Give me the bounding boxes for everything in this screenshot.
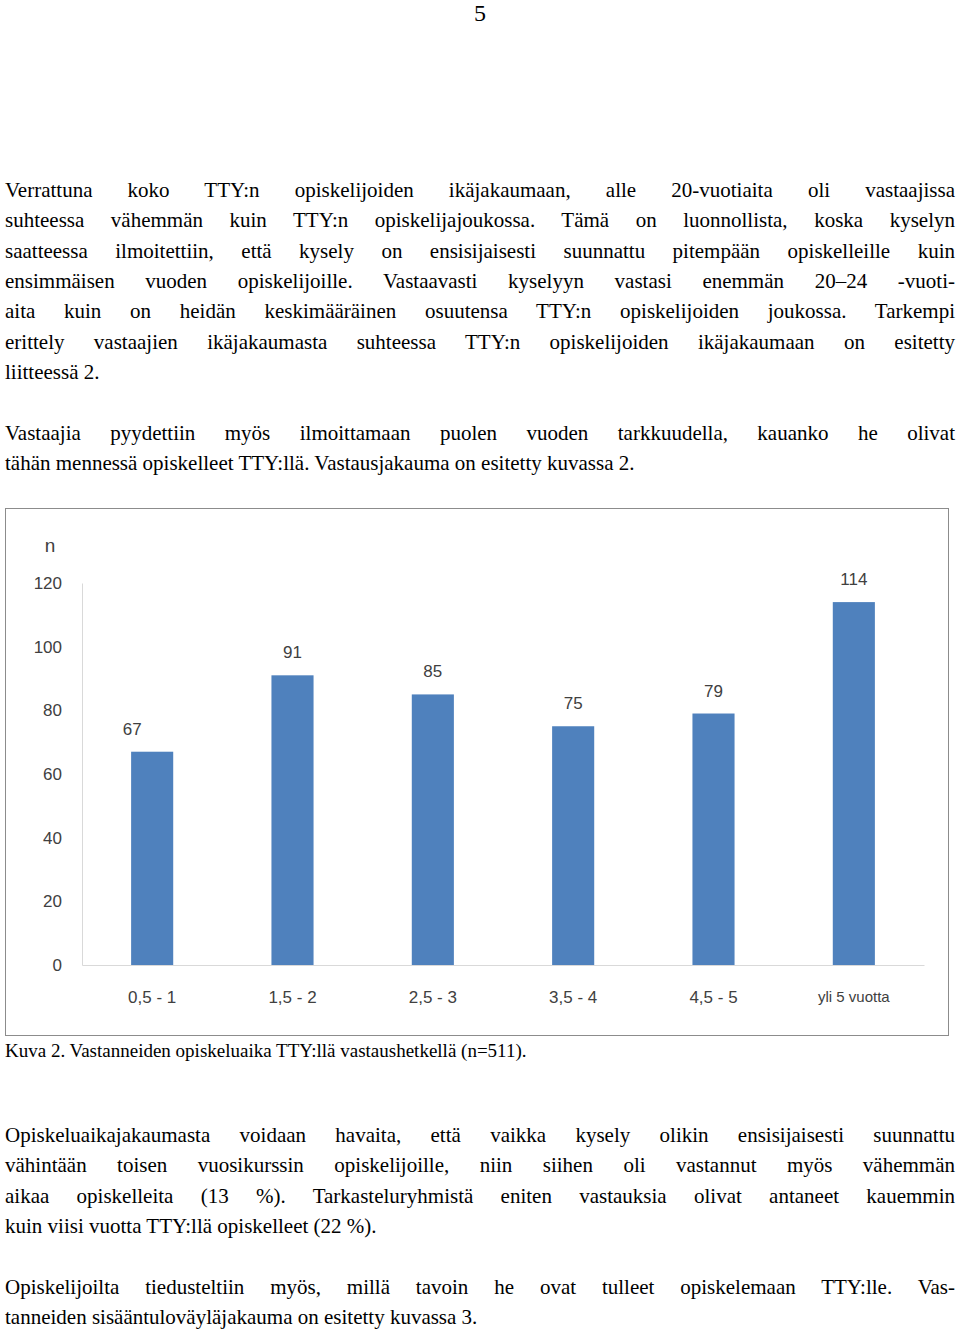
y-axis-line [82,584,83,966]
x-tick: 0,5 - 1 [128,965,176,1007]
y-tick: 120 [34,574,82,593]
chart: 0 20 40 60 80 100 120 0,5 - 1 1,5 - 2 2,5 - 3 3,5 … [0,0,960,1335]
y-tick: 80 [43,701,82,720]
text-line: Verrattuna koko TTY:n opiskelijoiden ikä… [5,175,955,205]
y-tick: 20 [43,892,82,911]
y-tick: 0 [53,956,82,975]
bars [131,602,875,965]
chart-frame [6,509,949,1036]
data-label: 67 [123,720,142,739]
data-label: 114 [840,570,867,589]
x-tick-label: 4,5 - 5 [689,988,737,1007]
bar [552,726,594,965]
y-tick: 60 [43,765,82,784]
text-line: kuin viisi vuotta TTY:llä opiskelleet (2… [5,1211,955,1241]
y-tick-label: 60 [43,765,62,784]
text-line: ensimmäisen vuoden opiskelijoille. Vasta… [5,266,955,296]
bar [271,675,313,965]
bar [833,602,875,965]
text-line: liitteessä 2. [5,357,955,387]
data-label: 85 [423,662,442,681]
text-line: aita kuin on heidän keskimääräinen osuut… [5,296,955,326]
x-axis: 0,5 - 1 1,5 - 2 2,5 - 3 3,5 - 4 4,5 - 5 yli 5… [83,965,925,1007]
x-tick-label: 3,5 - 4 [549,988,597,1007]
x-tick-label: 0,5 - 1 [128,988,176,1007]
x-tick-label: 1,5 - 2 [268,988,316,1007]
text-line: aikaa opiskelleita (13 %). Tarkasteluryh… [5,1181,955,1211]
text-line: tähän mennessä opiskelleet TTY:llä. Vast… [5,448,955,478]
text-line: Vastaajia pyydettiin myös ilmoittamaan p… [5,418,955,448]
y-axis: 0 20 40 60 80 100 120 [34,574,83,975]
x-tick: yli 5 vuotta [818,965,890,1005]
y-tick-label: 100 [34,638,62,657]
x-tick-label: 2,5 - 3 [409,988,457,1007]
text-line: erittely vastaajien ikäjakaumasta suhtee… [5,327,955,357]
x-tick-label: yli 5 vuotta [818,988,890,1005]
x-axis-line [83,965,925,966]
bar [131,752,173,965]
data-label: 79 [704,682,723,701]
y-tick-label: 80 [43,701,62,720]
x-tick: 1,5 - 2 [268,965,316,1007]
bar [412,694,454,965]
text-line: saatteessa ilmoitettiin, että kysely on … [5,236,955,266]
caption: Kuva 2. Vastanneiden opiskeluaika TTY:ll… [5,1038,527,1064]
y-tick-label: 20 [43,892,62,911]
x-tick: 4,5 - 5 [689,965,737,1007]
text-line: tanneiden sisääntuloväyläjakauma on esit… [5,1302,955,1332]
text-line: Opiskelijoilta tiedusteltiin myös, millä… [5,1272,955,1302]
x-tick: 2,5 - 3 [409,965,457,1007]
text-line: vähintään toisen vuosikurssin opiskelijo… [5,1150,955,1180]
data-label: 75 [564,694,583,713]
data-label: 91 [283,643,302,662]
y-tick: 100 [34,638,82,657]
x-tick: 3,5 - 4 [549,965,597,1007]
text-line: Opiskeluaikajakaumasta voidaan havaita, … [5,1120,955,1150]
text-line: suhteessa vähemmän kuin TTY:n opiskelija… [5,205,955,235]
y-tick-label: 40 [43,829,62,848]
page-number: 5 [0,0,960,26]
y-tick: 40 [43,829,82,848]
y-axis-title: n [45,535,56,556]
y-tick-label: 120 [34,574,62,593]
bar [692,714,734,965]
y-tick-label: 0 [53,956,62,975]
